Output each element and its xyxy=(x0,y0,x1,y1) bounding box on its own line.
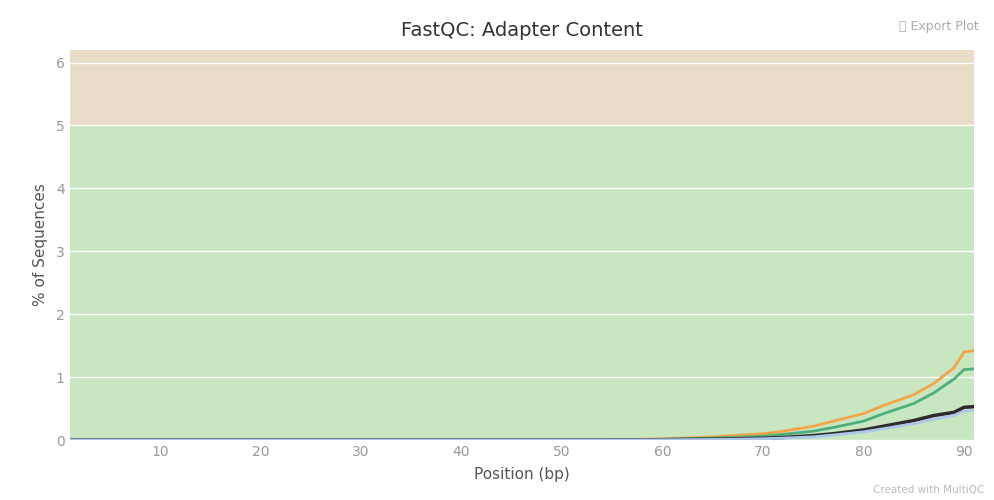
Bar xyxy=(70,126,974,440)
Bar xyxy=(70,50,974,126)
Y-axis label: % of Sequences: % of Sequences xyxy=(33,184,48,306)
X-axis label: Position (bp): Position (bp) xyxy=(474,467,570,482)
Text: Created with MultiQC: Created with MultiQC xyxy=(873,485,984,495)
Title: FastQC: Adapter Content: FastQC: Adapter Content xyxy=(401,21,643,40)
Text: ⤓ Export Plot: ⤓ Export Plot xyxy=(900,20,979,33)
